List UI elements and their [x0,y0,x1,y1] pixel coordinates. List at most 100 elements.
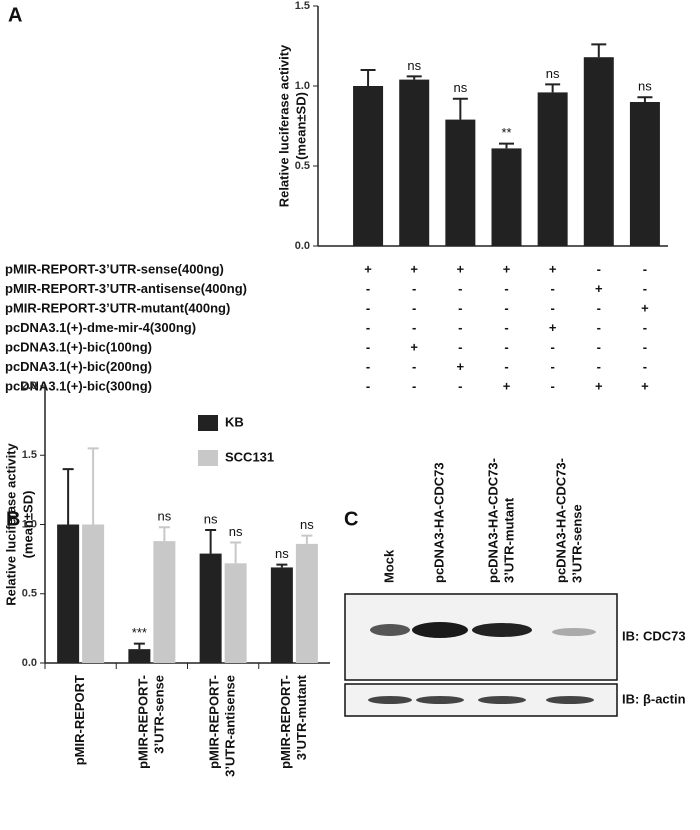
condition-sign: - [504,339,508,354]
panel-label: B [6,508,20,530]
error-bar [133,642,145,650]
condition-sign: - [597,261,601,276]
lane-label: pcDNA3-HA-CDC73- [553,458,568,583]
error-bar [62,468,74,525]
condition-sign: - [412,281,416,296]
condition-label: pcDNA3.1(+)-bic(100ng) [5,339,152,354]
condition-sign: - [504,320,508,335]
condition-sign: - [366,359,370,374]
significance-label: ns [407,58,421,73]
condition-sign: + [410,339,418,354]
error-bar [158,526,170,542]
condition-sign: - [643,359,647,374]
condition-sign: - [366,320,370,335]
lane-label: pcDNA3-HA-CDC73 [431,462,446,583]
condition-sign: - [597,359,601,374]
y-tick-label: 0.0 [22,657,37,669]
legend-swatch [198,450,218,466]
x-tick-label: pMIR-REPORT- [207,675,222,769]
significance-label: ns [204,511,218,526]
condition-sign: + [410,261,418,276]
band [416,696,464,704]
condition-sign: + [641,378,649,393]
band [478,696,526,704]
bar [224,563,247,663]
band [370,624,410,636]
error-bar [452,97,468,120]
legend-label: KB [225,414,244,429]
condition-sign: - [458,300,462,315]
y-tick-label: 1.0 [295,80,310,92]
condition-label: pcDNA3.1(+)-dme-mir-4(300ng) [5,320,196,335]
error-bar [406,75,422,80]
significance-label: ns [229,524,243,539]
condition-sign: - [504,300,508,315]
bar [399,79,430,246]
significance-label: *** [132,625,147,640]
condition-sign: - [412,359,416,374]
condition-sign: - [458,320,462,335]
condition-sign: - [458,339,462,354]
band [552,628,596,636]
bar [128,649,151,663]
bar [445,119,476,246]
error-bar [301,534,313,544]
condition-sign: + [549,320,557,335]
error-bar [87,447,99,525]
lane-label: 3’UTR-sense [569,504,584,583]
x-tick-label: 3’UTR-mutant [294,674,309,760]
condition-sign: - [643,339,647,354]
significance-label: ns [453,80,467,95]
x-tick-label: 3’UTR-antisense [223,675,238,777]
significance-label: ns [300,517,314,532]
error-bar [230,541,242,564]
condition-sign: - [550,378,554,393]
bar [353,86,384,246]
error-bar [545,83,561,93]
bar [491,148,522,246]
condition-label: pMIR-REPORT-3’UTR-sense(400ng) [5,261,224,276]
condition-sign: - [366,300,370,315]
error-bar [205,529,217,554]
blot-label: IB: CDC73 [622,628,686,643]
band [412,622,468,638]
condition-sign: - [643,320,647,335]
condition-sign: - [550,300,554,315]
condition-sign: - [643,261,647,276]
legend-swatch [198,415,218,431]
y-tick-label: 0.0 [295,240,310,252]
bar [537,92,568,247]
band [368,696,412,704]
significance-label: ns [158,509,172,524]
legend-label: SCC131 [225,449,274,464]
condition-sign: - [504,281,508,296]
lane-label: pcDNA3-HA-CDC73- [485,458,500,583]
bar [270,567,293,663]
condition-sign: - [550,339,554,354]
bar [153,541,176,663]
condition-sign: + [457,261,465,276]
lane-label: Mock [381,549,396,583]
bar [583,57,614,247]
y-axis-title: Relative luciferase activity [276,44,291,207]
bar [82,524,105,663]
blot-label: IB: β-actin [622,691,686,706]
condition-sign: + [503,261,511,276]
band [472,623,532,637]
condition-sign: - [643,281,647,296]
condition-sign: - [366,339,370,354]
condition-sign: - [366,378,370,393]
significance-label: ns [638,79,652,94]
condition-sign: - [458,378,462,393]
x-tick-label: pMIR-REPORT [72,675,87,765]
condition-sign: - [597,339,601,354]
panel-label: C [344,508,358,530]
x-tick-label: pMIR-REPORT- [135,675,150,769]
x-tick-label: 3’UTR-sense [151,675,166,754]
lane-label: 3’UTR-mutant [501,497,516,583]
y-tick-label: 0.5 [22,588,37,600]
condition-sign: - [597,300,601,315]
condition-label: pMIR-REPORT-3’UTR-mutant(400ng) [5,300,230,315]
blot-frame [344,593,618,681]
condition-sign: - [597,320,601,335]
